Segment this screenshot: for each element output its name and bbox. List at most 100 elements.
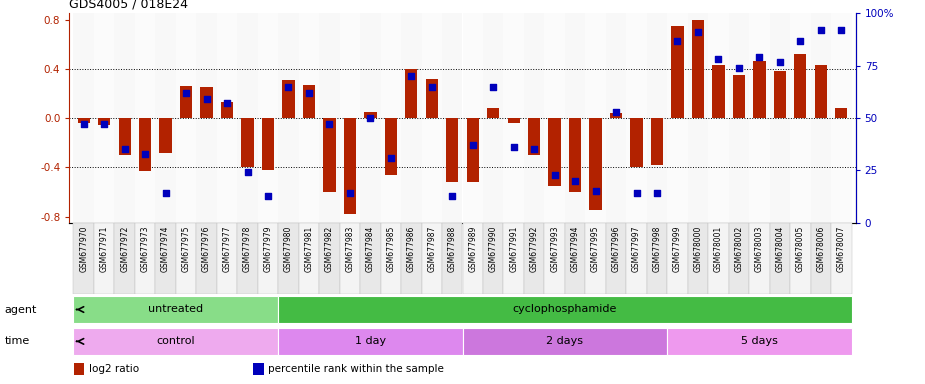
Text: GSM677992: GSM677992	[530, 225, 538, 272]
Point	[261, 192, 276, 199]
Bar	[196, 223, 216, 294]
Bar	[201, 87, 213, 118]
Bar	[831, 223, 852, 294]
Point	[772, 58, 787, 65]
Bar	[610, 113, 623, 118]
Point	[425, 84, 439, 90]
Bar	[360, 223, 380, 294]
Bar	[729, 223, 749, 294]
Text: percentile rank within the sample: percentile rank within the sample	[268, 364, 444, 374]
Text: GSM677993: GSM677993	[550, 225, 559, 272]
Bar	[422, 223, 442, 294]
Bar	[364, 112, 376, 118]
Bar	[790, 13, 810, 223]
Point	[322, 121, 337, 127]
Bar	[422, 13, 442, 223]
Bar	[176, 13, 196, 223]
Point	[486, 84, 500, 90]
Bar	[503, 223, 524, 294]
Text: GSM678003: GSM678003	[755, 225, 764, 272]
Bar	[155, 13, 176, 223]
Point	[834, 27, 849, 33]
Text: GSM677977: GSM677977	[223, 225, 231, 272]
Bar	[667, 13, 687, 223]
Bar	[258, 223, 278, 294]
Bar	[589, 118, 602, 210]
Bar	[446, 118, 459, 182]
Point	[384, 155, 399, 161]
Bar	[687, 223, 709, 294]
Point	[445, 192, 460, 199]
Point	[609, 109, 623, 115]
Bar	[709, 13, 729, 223]
Bar	[667, 223, 687, 294]
Bar	[565, 223, 586, 294]
Bar	[323, 118, 336, 192]
Bar	[565, 13, 586, 223]
Text: agent: agent	[5, 305, 37, 314]
Bar	[586, 223, 606, 294]
Bar	[503, 13, 524, 223]
Point	[813, 27, 828, 33]
Bar	[299, 13, 319, 223]
Bar	[815, 65, 827, 118]
Bar	[508, 118, 520, 123]
Text: GSM677978: GSM677978	[243, 225, 252, 272]
Bar	[282, 80, 294, 118]
Text: GSM677990: GSM677990	[488, 225, 498, 272]
Point	[752, 54, 767, 60]
Bar	[319, 223, 339, 294]
Bar	[278, 13, 299, 223]
Point	[568, 178, 583, 184]
Bar	[216, 223, 238, 294]
Bar	[545, 223, 565, 294]
Bar	[253, 363, 264, 375]
Bar	[278, 296, 852, 323]
Bar	[810, 223, 831, 294]
Text: GSM678000: GSM678000	[694, 225, 702, 272]
Point	[138, 151, 153, 157]
Bar	[278, 223, 299, 294]
Bar	[835, 108, 847, 118]
Bar	[115, 223, 135, 294]
Point	[711, 56, 726, 63]
Bar	[176, 223, 196, 294]
Bar	[135, 223, 155, 294]
Bar	[749, 13, 770, 223]
Bar	[159, 118, 172, 152]
Bar	[569, 118, 581, 192]
Text: GSM677982: GSM677982	[325, 225, 334, 272]
Bar	[401, 223, 422, 294]
Point	[793, 38, 808, 44]
Bar	[241, 118, 253, 167]
Bar	[118, 118, 130, 155]
Point	[465, 142, 480, 148]
Text: GSM678004: GSM678004	[775, 225, 784, 272]
Bar	[94, 223, 115, 294]
Bar	[626, 13, 647, 223]
Bar	[73, 296, 278, 323]
Text: GSM677987: GSM677987	[427, 225, 437, 272]
Bar	[78, 118, 90, 123]
Bar	[709, 223, 729, 294]
Bar	[442, 13, 462, 223]
Bar	[380, 13, 401, 223]
Text: GSM678001: GSM678001	[714, 225, 723, 272]
Text: GSM678007: GSM678007	[837, 225, 845, 272]
Bar	[631, 118, 643, 167]
Text: GSM677991: GSM677991	[509, 225, 518, 272]
Text: GSM677976: GSM677976	[202, 225, 211, 272]
Bar	[180, 86, 192, 118]
Bar	[462, 223, 483, 294]
Point	[219, 100, 234, 106]
Point	[76, 121, 91, 127]
Text: 5 days: 5 days	[741, 336, 778, 346]
Bar	[278, 328, 462, 355]
Bar	[238, 13, 258, 223]
Bar	[626, 223, 647, 294]
Bar	[462, 328, 667, 355]
Text: GDS4005 / 018E24: GDS4005 / 018E24	[69, 0, 189, 11]
Bar	[810, 13, 831, 223]
Text: GSM677997: GSM677997	[632, 225, 641, 272]
Point	[548, 172, 562, 178]
